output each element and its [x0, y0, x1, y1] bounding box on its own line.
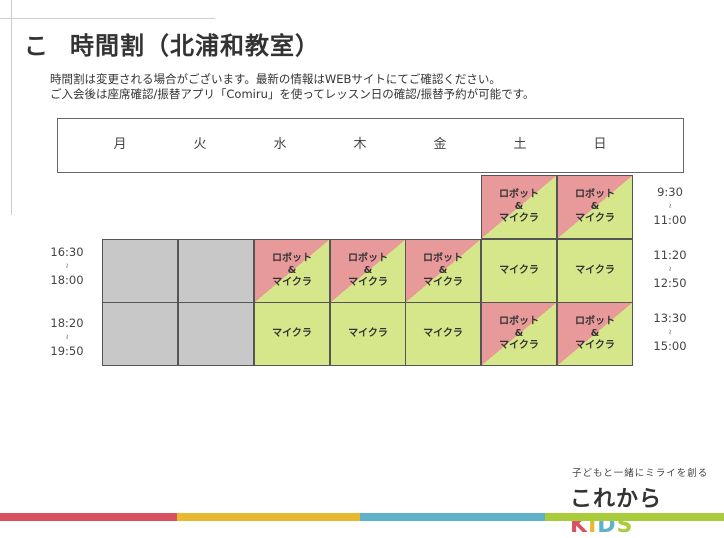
- decor-horizontal-line: [0, 18, 215, 19]
- time-start: 16:30: [50, 245, 84, 259]
- timetable-cell-closed: [102, 302, 178, 366]
- logo-text: これから: [570, 487, 663, 512]
- cell-label: &: [363, 265, 373, 276]
- time-slot: 11:20 ≀ 12:50: [645, 248, 695, 290]
- cell-label: マイクラ: [499, 213, 539, 224]
- cell-label: ロボット: [499, 189, 539, 200]
- cell-label: &: [590, 201, 600, 212]
- description: 時間割は変更される場合がございます。最新の情報はWEBサイトにてご確認ください。…: [50, 72, 535, 102]
- day-label: 水: [273, 137, 287, 152]
- decor-vertical-line: [11, 0, 12, 215]
- timetable-cell-closed: [178, 239, 254, 303]
- description-line: 時間割は変更される場合がございます。最新の情報はWEBサイトにてご確認ください。: [50, 72, 501, 86]
- time-end: 18:00: [50, 273, 84, 287]
- timetable-cell-both: ロボット & マイクラ: [557, 175, 633, 239]
- timetable-cell-maicra: マイクラ: [557, 239, 633, 303]
- cell-label: ロボット: [575, 189, 615, 200]
- cell-label: ロボット: [348, 253, 388, 264]
- cell-label: ロボット: [423, 253, 463, 264]
- footer-bar-segment: [360, 513, 545, 521]
- cell-label: マイクラ: [423, 277, 463, 288]
- cell-label: マイクラ: [272, 277, 312, 288]
- timetable-cell-closed: [102, 239, 178, 303]
- timetable-cell-both: ロボット & マイクラ: [254, 239, 330, 303]
- time-start: 9:30: [657, 185, 683, 199]
- time-start: 13:30: [653, 311, 687, 325]
- time-end: 15:00: [653, 339, 687, 353]
- time-end: 19:50: [50, 344, 84, 358]
- timetable-cell-both: ロボット & マイクラ: [405, 239, 481, 303]
- heading-mark: こ: [24, 32, 48, 60]
- cell-label: &: [438, 265, 448, 276]
- day-label: 火: [193, 137, 207, 152]
- day-label: 日: [593, 137, 607, 152]
- cell-label: マイクラ: [575, 213, 615, 224]
- time-separator: ≀: [65, 262, 69, 270]
- time-separator: ≀: [65, 333, 69, 341]
- timetable-cell-both: ロボット & マイクラ: [330, 239, 406, 303]
- time-slot: 9:30 ≀ 11:00: [645, 185, 695, 227]
- cell-label: &: [287, 265, 297, 276]
- cell-label: &: [514, 201, 524, 212]
- description-line: ご入会後は座席確認/振替アプリ「Comiru」を使ってレッスン日の確認/振替予約…: [50, 87, 535, 101]
- cell-label: マイクラ: [348, 277, 388, 288]
- logo-slogan: 子どもと一緒にミライを創る: [572, 468, 709, 479]
- timetable-cell-maicra: マイクラ: [254, 302, 330, 366]
- cell-label: ロボット: [499, 316, 539, 327]
- footer-bar-segment: [177, 513, 360, 521]
- time-separator: ≀: [668, 265, 672, 273]
- day-label: 月: [113, 137, 127, 152]
- cell-label: マイクラ: [499, 265, 539, 276]
- time-end: 12:50: [653, 276, 687, 290]
- day-label: 金: [433, 137, 447, 152]
- day-header: 月火水木金土日: [57, 118, 684, 173]
- footer-bar-segment: [0, 513, 177, 521]
- timetable-cell-maicra: マイクラ: [330, 302, 406, 366]
- day-label: 木: [353, 137, 367, 152]
- cell-label: &: [590, 328, 600, 339]
- timetable-cell-both: ロボット & マイクラ: [557, 302, 633, 366]
- cell-label: &: [514, 328, 524, 339]
- time-slot: 16:30 ≀ 18:00: [42, 245, 92, 287]
- time-slot: 13:30 ≀ 15:00: [645, 311, 695, 353]
- time-start: 11:20: [653, 248, 687, 262]
- cell-label: マイクラ: [575, 265, 615, 276]
- cell-label: マイクラ: [348, 328, 388, 339]
- cell-label: ロボット: [575, 316, 615, 327]
- timetable-cell-both: ロボット & マイクラ: [481, 175, 557, 239]
- timetable-cell-maicra: マイクラ: [481, 239, 557, 303]
- time-separator: ≀: [668, 328, 672, 336]
- cell-label: マイクラ: [423, 328, 463, 339]
- cell-label: ロボット: [272, 253, 312, 264]
- time-separator: ≀: [668, 202, 672, 210]
- timetable-cell-both: ロボット & マイクラ: [481, 302, 557, 366]
- footer-bar-segment: [545, 513, 724, 521]
- logo: これからKIDS: [570, 481, 724, 538]
- time-start: 18:20: [50, 316, 84, 330]
- timetable-cell-closed: [178, 302, 254, 366]
- page-title: 時間割（北浦和教室）: [70, 32, 320, 60]
- timetable-cell-maicra: マイクラ: [405, 302, 481, 366]
- cell-label: マイクラ: [499, 340, 539, 351]
- day-label: 土: [513, 137, 527, 152]
- cell-label: マイクラ: [575, 340, 615, 351]
- cell-label: マイクラ: [272, 328, 312, 339]
- time-slot: 18:20 ≀ 19:50: [42, 316, 92, 358]
- time-end: 11:00: [653, 213, 687, 227]
